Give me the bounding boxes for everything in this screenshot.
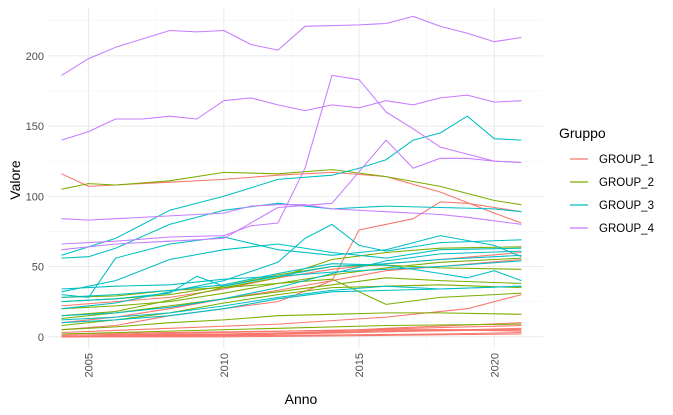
y-tick-label: 150 [26, 121, 44, 133]
series-line-group-3 [61, 263, 522, 298]
series-line-group-2 [61, 169, 522, 206]
series-line-group-1 [61, 171, 522, 224]
minor-gridlines [48, 8, 543, 348]
series-line-group-1 [61, 333, 522, 338]
series-line-group-2 [61, 323, 522, 335]
x-tick-label: 2010 [219, 353, 231, 377]
series-line-group-3 [61, 223, 522, 310]
legend-title: Gruppo [559, 125, 606, 141]
y-axis-title: Valore [7, 160, 23, 200]
series-line-group-2 [61, 284, 522, 327]
series-line-group-4 [61, 74, 522, 245]
x-axis-title: Anno [285, 391, 318, 407]
x-tick-label: 2020 [489, 353, 501, 377]
series-line-group-3 [61, 285, 522, 324]
series-line-group-1 [61, 329, 522, 338]
series-lines [61, 15, 522, 338]
x-tick-labels: 2005 2010 2015 2020 [84, 353, 502, 377]
series-line-group-2 [61, 246, 522, 317]
series-line-group-3 [61, 250, 522, 317]
series-line-group-4 [61, 15, 522, 76]
legend: Gruppo GROUP_1 GROUP_2 GROUP_3 GROUP_4 [559, 125, 655, 235]
y-tick-label: 50 [32, 262, 44, 274]
legend-label-group-2: GROUP_2 [599, 177, 654, 189]
legend-label-group-4: GROUP_4 [599, 223, 655, 235]
series-line-group-3 [61, 243, 522, 293]
y-tick-label: 200 [26, 51, 44, 63]
series-line-group-3 [61, 260, 522, 290]
major-gridlines [48, 8, 543, 348]
legend-label-group-3: GROUP_3 [599, 200, 654, 212]
y-tick-labels: 0 50 100 150 200 [26, 51, 44, 344]
x-tick-label: 2005 [84, 353, 96, 377]
series-line-group-2 [61, 257, 522, 310]
x-tick-label: 2015 [354, 353, 366, 377]
series-line-group-4 [61, 204, 522, 225]
series-line-group-1 [61, 331, 522, 338]
series-line-group-2 [61, 312, 522, 331]
y-tick-label: 0 [38, 332, 44, 344]
series-line-group-3 [61, 115, 522, 256]
series-line-group-1 [61, 294, 522, 334]
y-tick-label: 100 [26, 191, 44, 203]
series-line-group-3 [61, 202, 522, 259]
series-line-group-3 [61, 254, 522, 303]
series-line-group-1 [61, 329, 522, 335]
series-line-group-3 [61, 285, 522, 321]
series-line-group-3 [61, 235, 522, 298]
legend-label-group-1: GROUP_1 [599, 154, 654, 166]
series-line-group-4 [61, 139, 522, 251]
series-line-group-4 [61, 94, 522, 141]
